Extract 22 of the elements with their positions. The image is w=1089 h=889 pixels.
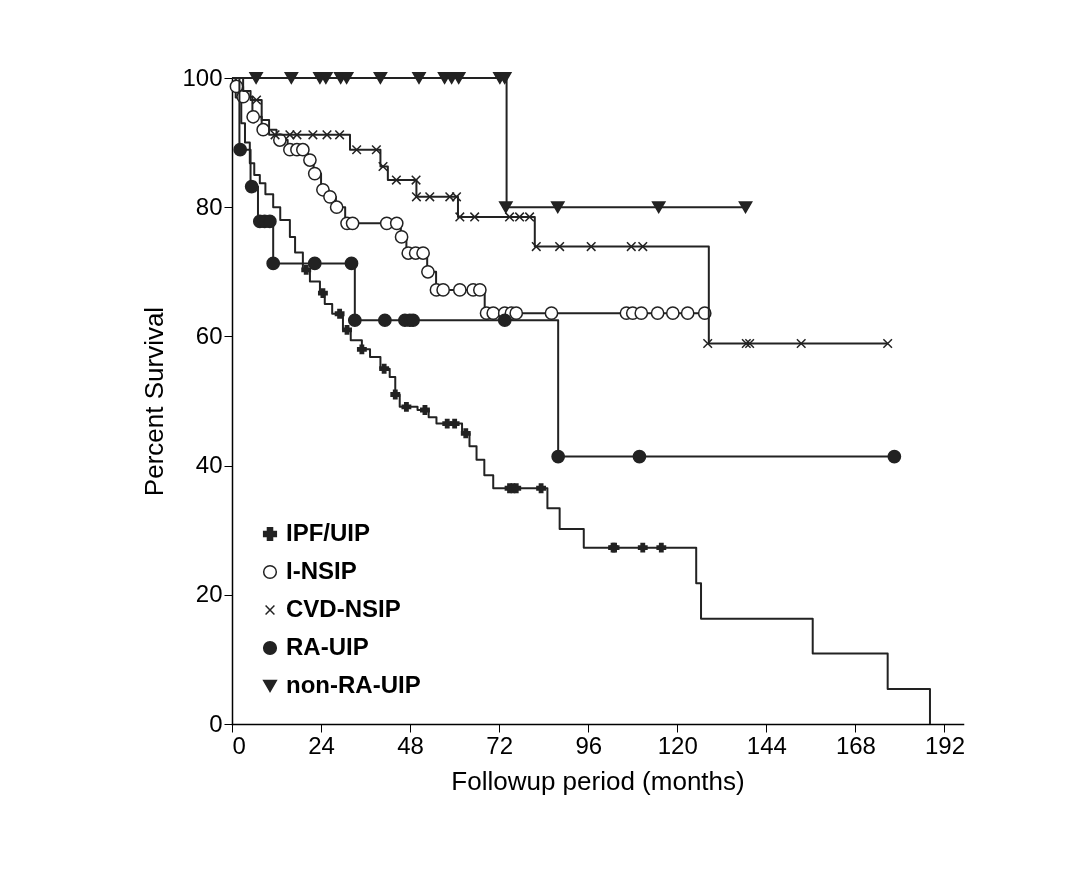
legend-label: RA-UIP	[286, 633, 369, 660]
y-tick-label: 60	[195, 321, 223, 349]
x-axis-title: Followup period (months)	[451, 765, 745, 796]
y-tick-label: 40	[195, 451, 223, 479]
x-tick-label: 48	[397, 731, 424, 759]
x-tick-label: 192	[924, 731, 965, 759]
y-axis-title: Percent Survival	[139, 306, 170, 497]
legend-label: CVD-NSIP	[286, 595, 401, 622]
x-tick-label: 120	[657, 731, 698, 759]
x-tick-label: 96	[575, 731, 603, 759]
legend-label: non-RA-UIP	[286, 671, 421, 698]
y-tick-label: 20	[195, 580, 223, 608]
x-tick-label: 0	[232, 731, 246, 759]
x-tick-label: 144	[746, 731, 787, 759]
x-tick-label: 24	[308, 731, 335, 759]
y-tick-label: 80	[195, 192, 223, 220]
x-tick-label: 168	[835, 731, 876, 759]
y-tick-label: 100	[182, 63, 223, 91]
y-tick-label: 0	[209, 709, 223, 737]
legend-label: IPF/UIP	[286, 519, 371, 546]
x-tick-label: 72	[486, 731, 514, 759]
legend-label: I-NSIP	[286, 557, 357, 584]
